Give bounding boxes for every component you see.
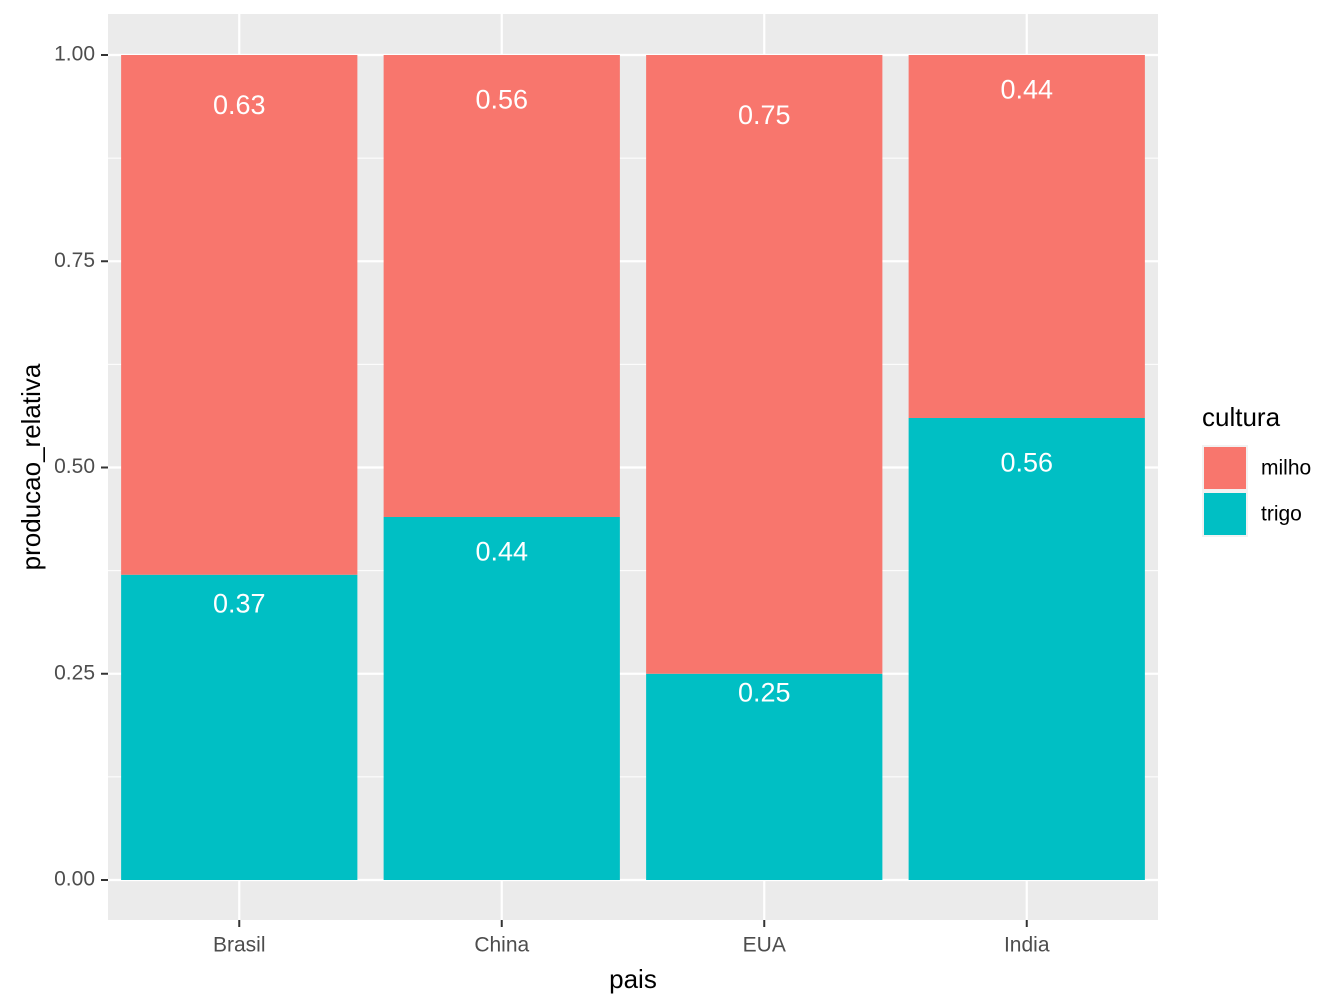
bar-eua-milho	[646, 55, 883, 674]
x-tick-label-india: India	[1004, 934, 1050, 957]
bar-eua-trigo	[646, 673, 883, 880]
y-tick-label: 0.75	[54, 249, 95, 272]
y-tick-label: 0.00	[54, 868, 95, 891]
data-label-eua-milho: 0.75	[738, 100, 791, 130]
bar-china-milho	[383, 55, 620, 517]
bar-india-trigo	[908, 418, 1145, 880]
x-tick-label-brasil: Brasil	[213, 934, 266, 957]
data-label-india-trigo: 0.56	[1000, 447, 1053, 477]
y-axis: 0.00 0.25 0.50 0.75 1.00	[54, 43, 108, 891]
x-tick-label-eua: EUA	[743, 934, 786, 957]
x-axis-title: pais	[609, 964, 657, 994]
legend-label-milho: milho	[1261, 457, 1311, 480]
legend-swatch-milho	[1204, 447, 1246, 489]
data-label-india-milho: 0.44	[1000, 74, 1053, 104]
data-label-brasil-milho: 0.63	[213, 90, 266, 120]
data-label-eua-trigo: 0.25	[738, 678, 791, 708]
data-label-brasil-trigo: 0.37	[213, 588, 266, 618]
legend-title: cultura	[1202, 402, 1281, 432]
bar-brasil-milho	[121, 55, 358, 575]
data-labels-group: 0.37 0.63 0.44 0.56 0.25 0.75 0.56 0.44	[213, 74, 1053, 707]
y-tick-label: 1.00	[54, 43, 95, 66]
legend-label-trigo: trigo	[1261, 503, 1302, 526]
y-tick-label: 0.25	[54, 661, 95, 684]
legend-swatch-trigo	[1204, 493, 1246, 535]
x-tick-label-china: China	[474, 934, 529, 957]
legend: cultura milho trigo	[1202, 402, 1311, 537]
x-axis: Brasil China EUA India	[213, 920, 1050, 957]
bar-brasil-trigo	[121, 574, 358, 880]
data-label-china-milho: 0.56	[475, 84, 528, 114]
legend-items: milho trigo	[1202, 445, 1311, 537]
bar-china-trigo	[383, 517, 620, 880]
y-tick-label: 0.50	[54, 455, 95, 478]
bar-india-milho	[908, 55, 1145, 418]
bars-group	[121, 55, 1145, 880]
y-axis-title: producao_relativa	[16, 363, 46, 570]
data-label-china-trigo: 0.44	[475, 536, 528, 566]
